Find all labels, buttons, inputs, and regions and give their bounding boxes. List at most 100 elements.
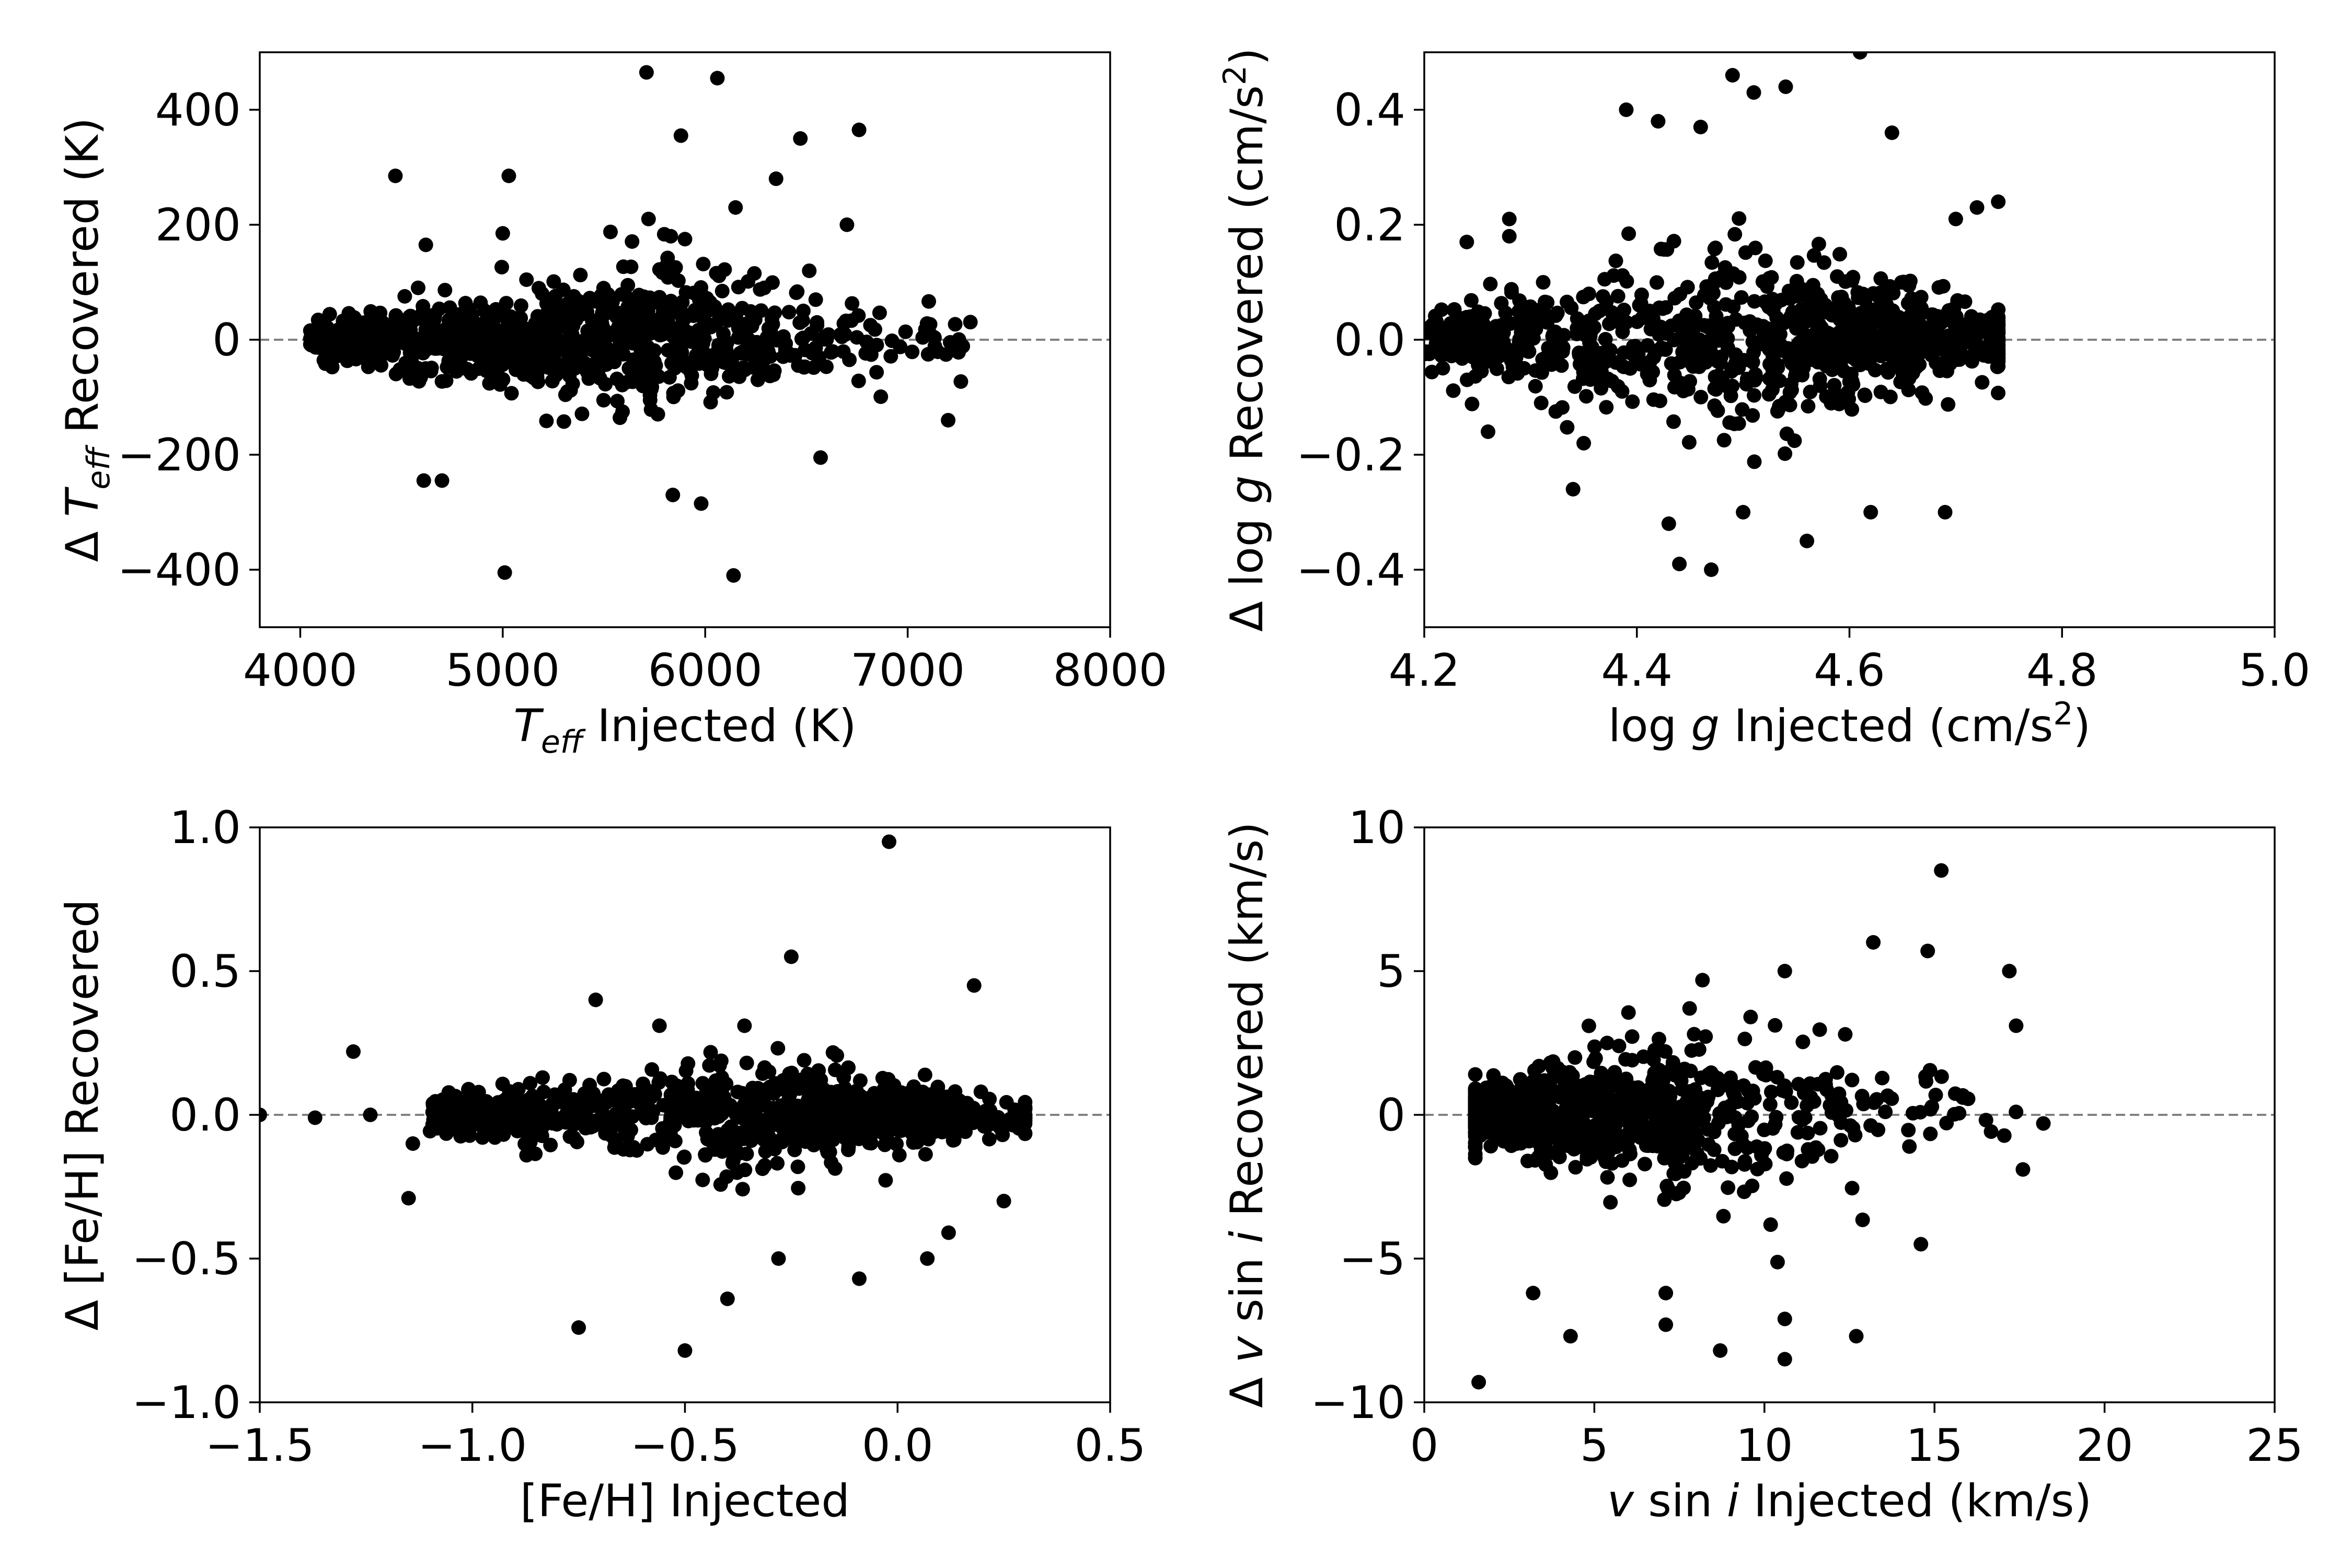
data-point xyxy=(613,410,628,425)
data-point xyxy=(1832,247,1847,262)
data-point xyxy=(1468,1092,1483,1108)
data-point xyxy=(828,1062,843,1077)
data-point xyxy=(982,1132,997,1147)
data-point xyxy=(771,1251,786,1266)
data-point xyxy=(1552,1128,1567,1143)
data-point xyxy=(871,1104,885,1120)
data-point xyxy=(1447,302,1462,317)
data-point xyxy=(1719,330,1734,345)
data-point xyxy=(523,1076,538,1091)
data-point xyxy=(768,171,783,186)
data-point xyxy=(1957,294,1973,309)
data-point xyxy=(629,370,644,385)
data-point xyxy=(1768,1018,1783,1033)
x-axis-label-part-0: v xyxy=(1607,1475,1634,1527)
data-point xyxy=(1536,275,1551,290)
data-point xyxy=(699,1083,714,1098)
x-axis-label: Teff Injected (K) xyxy=(513,700,856,760)
data-point xyxy=(1468,1120,1483,1135)
data-point xyxy=(1698,1029,1713,1044)
data-point xyxy=(1823,1098,1838,1113)
data-point xyxy=(739,1055,754,1070)
data-point xyxy=(1567,379,1582,394)
data-point xyxy=(1797,327,1812,342)
data-point xyxy=(1902,1139,1917,1154)
data-point xyxy=(811,1087,825,1102)
data-point xyxy=(1844,1181,1860,1196)
data-point xyxy=(1727,1110,1743,1125)
data-point xyxy=(1520,1154,1535,1169)
data-point xyxy=(388,168,403,183)
data-point xyxy=(1608,1126,1623,1141)
data-point xyxy=(1782,398,1797,412)
data-point xyxy=(1778,1084,1793,1099)
panel-2: 4.2 4.4 4.6 4.8 5.0 −0.4 −0.2 0.0 0.2 0.4 log g In… xyxy=(1217,48,2310,752)
data-point xyxy=(1783,291,1797,306)
data-point xyxy=(920,1251,935,1266)
data-point xyxy=(993,1113,1008,1128)
data-point xyxy=(586,1086,601,1101)
data-point xyxy=(440,320,455,336)
data-point xyxy=(783,949,799,964)
data-point xyxy=(1838,1027,1853,1042)
data-point xyxy=(713,1177,728,1192)
data-point xyxy=(1524,1133,1539,1148)
data-point xyxy=(1546,327,1561,342)
data-point xyxy=(1735,1136,1750,1151)
data-point xyxy=(1582,286,1596,302)
data-point xyxy=(941,413,956,428)
data-point xyxy=(1634,1088,1648,1103)
data-point xyxy=(721,302,736,317)
data-point xyxy=(1480,345,1495,360)
data-point xyxy=(1552,1149,1567,1165)
points-group xyxy=(1424,52,2006,577)
data-point xyxy=(758,1144,773,1159)
data-point xyxy=(744,1128,759,1143)
data-point xyxy=(641,212,656,226)
data-point xyxy=(1802,294,1817,309)
data-point xyxy=(1784,1095,1799,1110)
y-axis-label: Δ v sin i Recovered (km/s) xyxy=(1221,822,1273,1408)
data-point xyxy=(756,1095,771,1110)
data-point xyxy=(690,1113,706,1128)
data-point xyxy=(696,257,711,272)
data-point xyxy=(1018,1100,1033,1115)
data-point xyxy=(911,1118,926,1133)
data-point xyxy=(1654,241,1668,257)
data-point xyxy=(1675,329,1690,344)
data-point xyxy=(1878,1104,1893,1120)
data-point xyxy=(1443,316,1458,331)
data-point xyxy=(1468,1109,1483,1124)
data-point xyxy=(1494,318,1509,333)
data-point xyxy=(1719,297,1733,312)
data-point xyxy=(1852,52,1867,60)
data-point xyxy=(2036,1116,2051,1131)
data-point xyxy=(471,1085,486,1100)
data-point xyxy=(800,1066,815,1081)
data-point xyxy=(763,325,778,340)
data-point xyxy=(341,306,356,321)
data-point xyxy=(434,1100,449,1115)
data-point xyxy=(1749,1139,1765,1154)
data-point xyxy=(728,200,743,215)
data-point xyxy=(1743,1009,1758,1024)
data-point xyxy=(1918,1069,1933,1084)
x-tick-label: 4000 xyxy=(243,644,358,697)
data-point xyxy=(1491,333,1506,349)
data-point xyxy=(889,1136,904,1151)
data-point xyxy=(1951,351,1966,366)
data-point xyxy=(1777,964,1792,978)
data-point xyxy=(1596,289,1610,304)
data-point xyxy=(509,1093,524,1108)
data-point xyxy=(1694,352,1710,367)
data-point xyxy=(1635,1117,1651,1132)
data-point xyxy=(1682,374,1697,389)
data-point xyxy=(1727,417,1742,431)
data-point xyxy=(1991,194,2006,209)
data-point xyxy=(1876,327,1891,342)
data-point xyxy=(485,330,500,345)
y-tick-label: 1.0 xyxy=(169,802,241,854)
data-point xyxy=(712,351,727,366)
data-point xyxy=(1693,120,1708,134)
data-point xyxy=(921,294,936,309)
